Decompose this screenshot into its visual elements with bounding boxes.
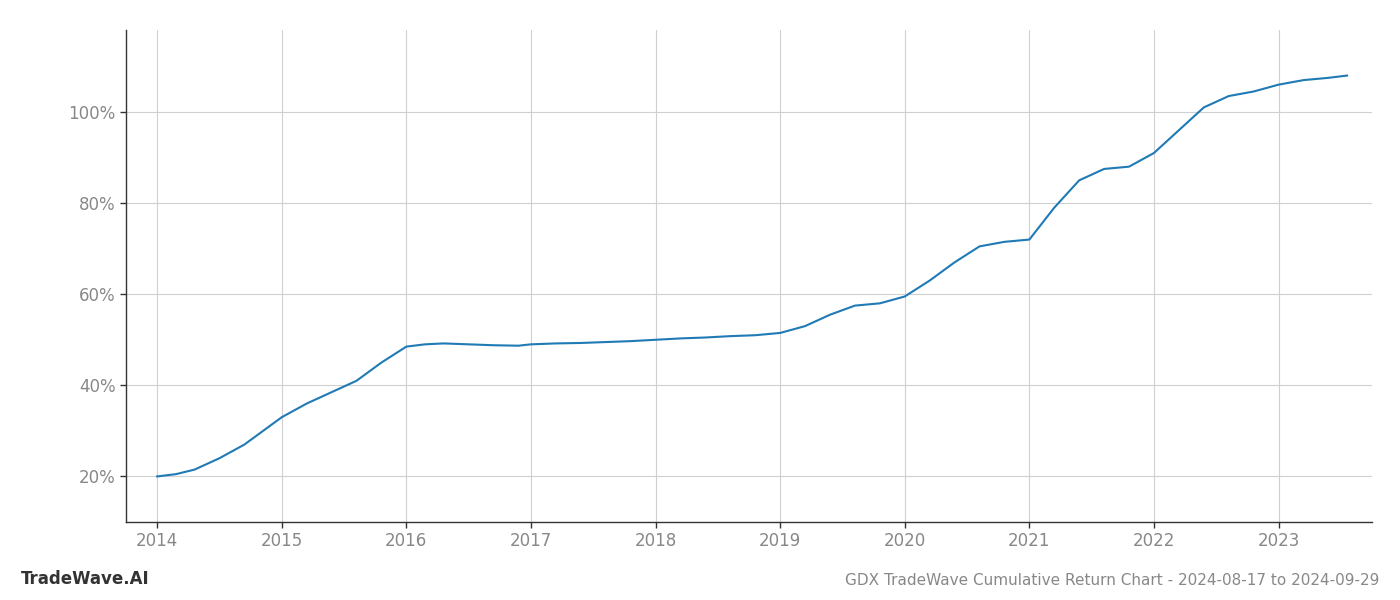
Text: TradeWave.AI: TradeWave.AI xyxy=(21,570,150,588)
Text: GDX TradeWave Cumulative Return Chart - 2024-08-17 to 2024-09-29: GDX TradeWave Cumulative Return Chart - … xyxy=(844,573,1379,588)
